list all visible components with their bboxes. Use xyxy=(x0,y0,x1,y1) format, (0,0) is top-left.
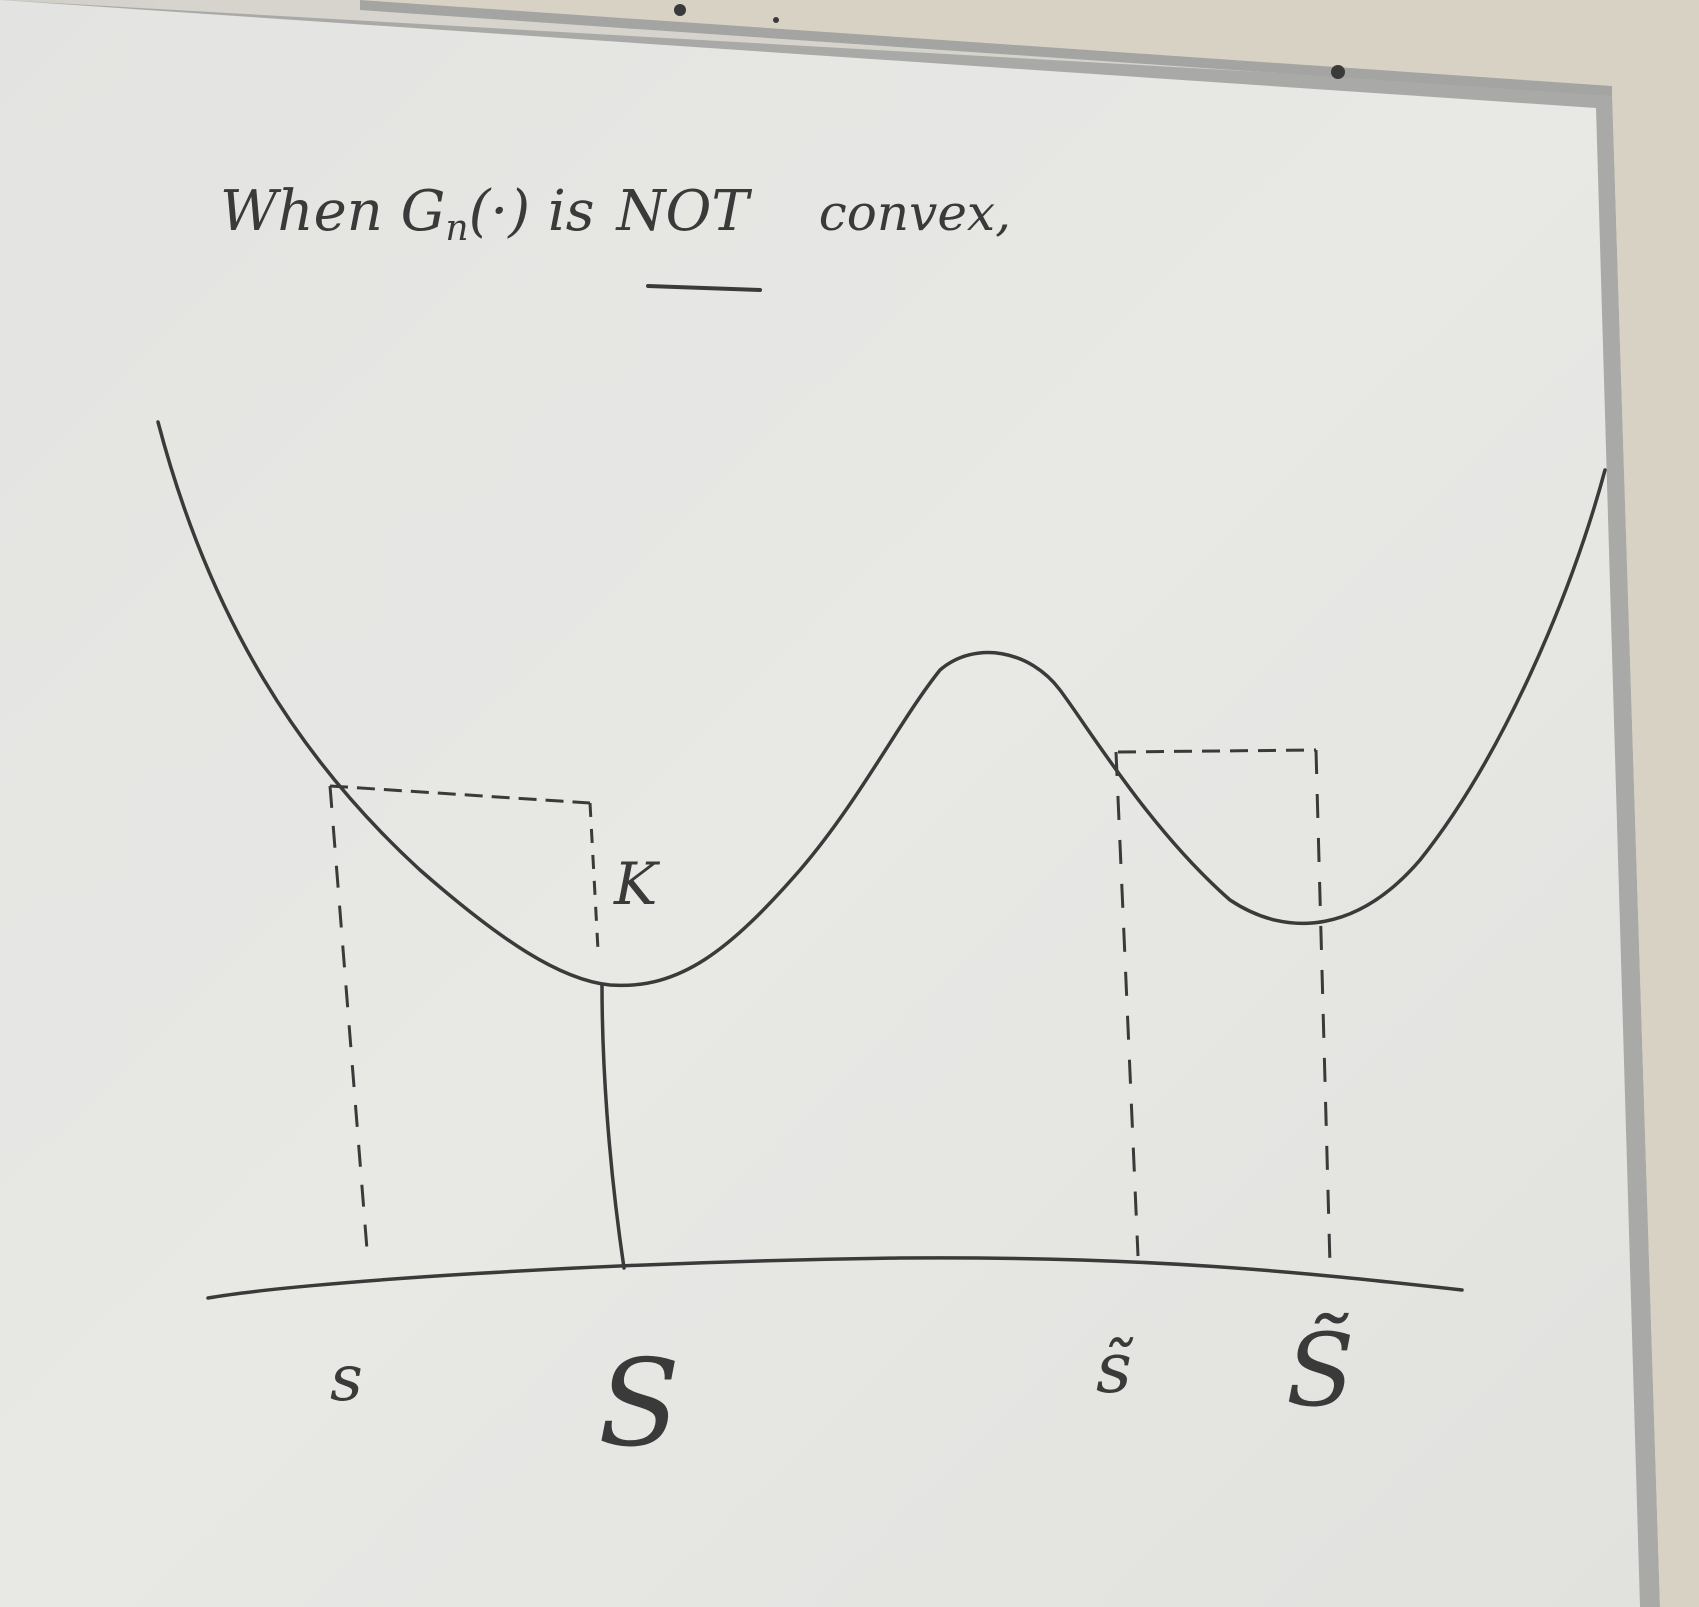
heading-arg: (·) is xyxy=(469,179,595,244)
heading-suffix: convex, xyxy=(819,184,1011,242)
frame-dot xyxy=(674,4,686,16)
heading-underline xyxy=(646,284,762,292)
board-frame-top xyxy=(360,0,1612,96)
dashed-horizontal-right xyxy=(1117,748,1317,754)
solid-vertical-S xyxy=(600,983,626,1270)
heading-prefix: When G xyxy=(220,179,445,244)
label-S-big: S xyxy=(598,1335,680,1474)
frame-dot xyxy=(1331,65,1345,79)
function-curve xyxy=(156,420,1607,988)
label-s-small: s xyxy=(330,1342,363,1416)
label-k: K xyxy=(613,850,661,918)
heading-text: When Gn(·) is NOT convex, xyxy=(220,179,1011,249)
heading-sub: n xyxy=(445,208,468,249)
dashed-horizontal-left xyxy=(329,784,591,805)
board-surface xyxy=(0,0,1640,1607)
x-axis xyxy=(206,1256,1464,1300)
frame-dot xyxy=(773,17,779,23)
label-s-tilde: s̃ xyxy=(1096,1327,1133,1409)
label-S-tilde: S̃ xyxy=(1286,1312,1355,1429)
heading-emph: NOT xyxy=(615,179,753,244)
